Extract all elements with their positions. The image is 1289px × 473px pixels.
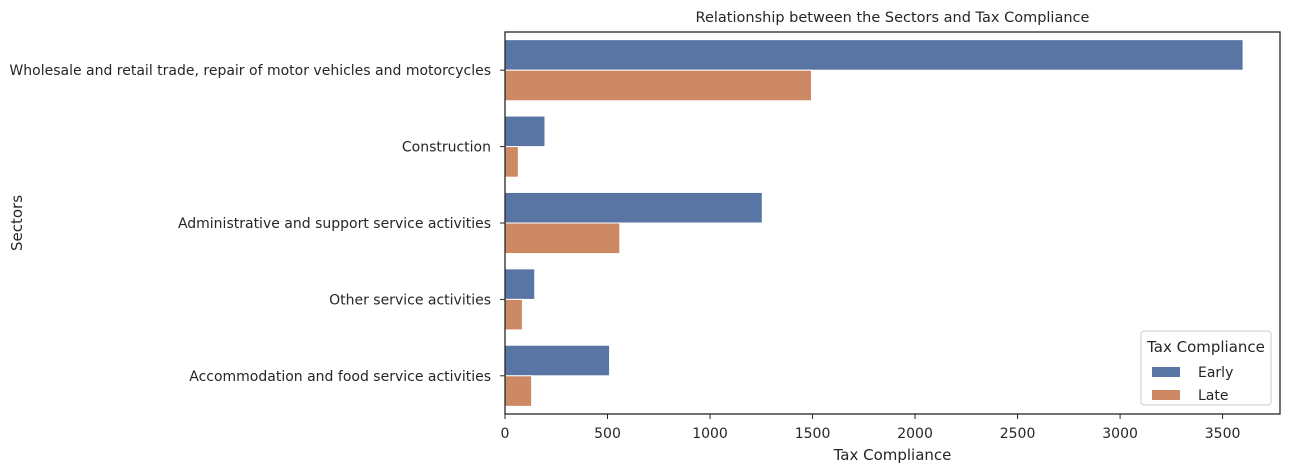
x-tick-label: 3000 xyxy=(1102,426,1138,442)
bars-layer xyxy=(504,39,1244,407)
bar-early xyxy=(504,344,611,377)
x-tick-label: 1500 xyxy=(795,426,831,442)
y-tick-label: Wholesale and retail trade, repair of mo… xyxy=(9,63,491,79)
x-tick-label: 2500 xyxy=(1000,426,1036,442)
bar-late xyxy=(504,222,621,255)
legend-box xyxy=(1140,330,1272,406)
legend-label-early: Early xyxy=(1198,365,1233,381)
x-tick-label: 500 xyxy=(594,426,621,442)
legend-title: Tax Compliance xyxy=(1146,338,1265,356)
bar-early xyxy=(504,39,1244,71)
legend-swatch-early xyxy=(1152,367,1180,377)
bar-late xyxy=(504,69,813,102)
x-tick-label: 3500 xyxy=(1205,426,1241,442)
bar-late xyxy=(504,375,533,407)
plot-frame xyxy=(504,31,1281,415)
legend-items: Early Late xyxy=(1152,365,1233,404)
chart-title: Relationship between the Sectors and Tax… xyxy=(696,10,1090,26)
bar-late xyxy=(504,146,519,178)
y-tick-label: Construction xyxy=(402,140,491,156)
x-axis-title: Tax Compliance xyxy=(833,446,952,464)
y-axis-title: Sectors xyxy=(8,195,26,251)
labels-layer: Wholesale and retail trade, repair of mo… xyxy=(9,63,1240,442)
bar-early xyxy=(504,268,536,300)
bar-late xyxy=(504,298,523,331)
x-tick-label: 0 xyxy=(501,426,510,442)
y-tick-label: Accommodation and food service activitie… xyxy=(189,369,491,385)
legend-label-late: Late xyxy=(1198,388,1228,404)
y-tick-label: Other service activities xyxy=(329,292,491,308)
legend-swatch-late xyxy=(1152,390,1180,400)
y-tick-label: Administrative and support service activ… xyxy=(178,216,491,232)
x-tick-label: 2000 xyxy=(897,426,933,442)
bar-early xyxy=(504,115,546,148)
x-tick-label: 1000 xyxy=(692,426,728,442)
legend: Tax Compliance Early Late xyxy=(1140,330,1272,406)
bar-early xyxy=(504,191,763,224)
